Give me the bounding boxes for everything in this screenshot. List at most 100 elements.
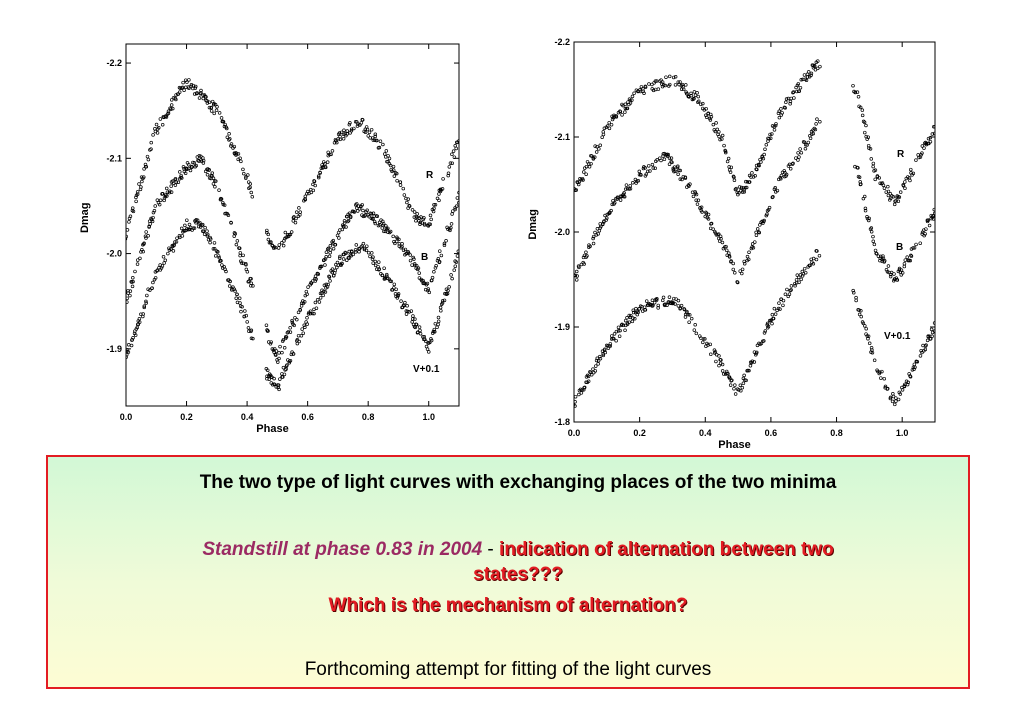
data-point — [295, 341, 300, 346]
y-tick-label: -2.0 — [554, 227, 570, 237]
data-point — [354, 243, 359, 247]
data-point — [892, 202, 897, 207]
data-point — [371, 217, 375, 221]
data-point — [310, 311, 315, 316]
data-point — [598, 143, 603, 148]
data-point — [726, 372, 730, 376]
series-label: R — [897, 149, 905, 160]
data-point — [784, 97, 789, 101]
data-point — [235, 292, 239, 297]
data-point — [608, 342, 613, 346]
data-point — [765, 321, 770, 326]
data-point — [186, 162, 191, 167]
data-point — [928, 139, 933, 144]
data-point — [577, 392, 581, 397]
data-point — [347, 122, 352, 127]
data-point — [575, 180, 579, 184]
data-point — [292, 215, 296, 219]
data-point — [415, 215, 419, 220]
data-point — [634, 181, 638, 185]
data-point — [806, 140, 811, 145]
data-point — [574, 404, 577, 408]
data-point — [126, 350, 131, 354]
data-point — [212, 241, 217, 245]
data-point — [352, 126, 356, 131]
data-point — [434, 264, 438, 268]
data-point — [196, 224, 201, 229]
data-point — [313, 300, 318, 305]
y-tick-label: -1.8 — [554, 417, 570, 427]
data-point — [585, 254, 589, 258]
data-point — [234, 152, 239, 156]
data-point — [728, 170, 733, 174]
data-point — [933, 125, 935, 129]
data-point — [187, 86, 191, 90]
data-point — [750, 171, 754, 175]
data-point — [909, 167, 913, 172]
data-point — [792, 96, 796, 100]
data-point — [341, 257, 346, 261]
data-point — [728, 383, 733, 387]
data-point — [627, 320, 631, 324]
data-point — [612, 200, 617, 205]
data-point — [574, 188, 579, 192]
data-point — [605, 124, 610, 128]
data-point — [813, 127, 818, 132]
data-point — [742, 190, 747, 194]
x-tick-label: 0.4 — [699, 428, 712, 438]
data-point — [226, 213, 231, 218]
data-point — [128, 214, 133, 219]
data-point — [908, 374, 913, 379]
data-point — [315, 297, 320, 302]
data-point — [249, 276, 253, 281]
data-point — [381, 222, 386, 226]
data-point — [201, 158, 206, 163]
data-point — [150, 286, 154, 290]
data-point — [217, 188, 221, 192]
data-point — [860, 108, 865, 112]
data-point — [763, 147, 767, 151]
data-point — [133, 333, 138, 337]
data-point — [768, 136, 773, 141]
data-point — [169, 184, 173, 188]
data-point — [266, 237, 271, 242]
data-point — [239, 159, 243, 164]
data-point — [789, 284, 794, 288]
data-point — [302, 323, 306, 328]
data-point — [338, 254, 342, 259]
data-point — [249, 190, 253, 195]
data-point — [239, 309, 243, 314]
data-point — [391, 234, 395, 239]
data-point — [339, 263, 343, 268]
data-point — [130, 284, 135, 289]
data-point — [370, 251, 374, 255]
data-point — [444, 239, 448, 243]
data-point — [716, 232, 721, 236]
data-point — [750, 359, 755, 363]
data-point — [908, 258, 912, 263]
data-point — [912, 362, 917, 367]
data-point — [213, 184, 217, 189]
data-point — [667, 74, 672, 79]
data-point — [753, 240, 757, 244]
data-point — [450, 161, 454, 165]
data-point — [303, 325, 307, 329]
data-point — [773, 186, 777, 190]
data-point — [437, 198, 441, 203]
data-point — [225, 135, 230, 140]
data-point — [225, 126, 229, 131]
left-chart-svg: -2.2 -2.1 -2.0 -1.9 0.0 0.2 0.4 0.6 0.8 1.0 Phase D… — [79, 43, 460, 435]
data-point — [628, 187, 633, 191]
data-point — [643, 85, 648, 89]
data-point — [763, 329, 768, 333]
data-point — [747, 368, 751, 373]
data-point — [732, 178, 737, 182]
data-point — [327, 275, 332, 279]
data-point — [437, 260, 442, 264]
data-point — [338, 134, 342, 139]
data-point — [359, 121, 364, 125]
data-point — [269, 340, 273, 344]
data-point — [215, 105, 219, 109]
data-point — [166, 251, 170, 256]
data-point — [809, 73, 813, 77]
